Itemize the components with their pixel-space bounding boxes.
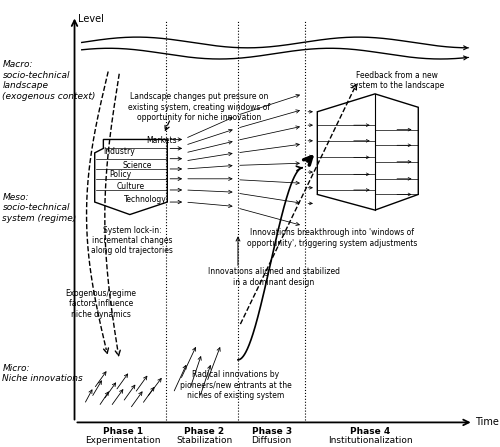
Text: Phase 4: Phase 4 bbox=[350, 427, 391, 436]
Text: Radical innovations by
pioneers/new entrants at the
niches of existing system: Radical innovations by pioneers/new entr… bbox=[180, 371, 292, 400]
Text: Time: Time bbox=[475, 417, 499, 427]
Text: Industry: Industry bbox=[104, 148, 135, 156]
Text: Feedback from a new
system to the landscape: Feedback from a new system to the landsc… bbox=[350, 71, 444, 90]
Text: Experimentation: Experimentation bbox=[85, 436, 160, 445]
Text: Science: Science bbox=[122, 161, 152, 170]
Text: Innovations breakthrough into 'windows of
opportunity', triggering system adjust: Innovations breakthrough into 'windows o… bbox=[246, 228, 417, 248]
Text: Institutionalization: Institutionalization bbox=[328, 436, 412, 445]
Text: Technology: Technology bbox=[124, 195, 167, 204]
Text: Macro:
socio-technical
landscape
(exogenous context): Macro: socio-technical landscape (exogen… bbox=[2, 60, 96, 101]
Text: Stabilization: Stabilization bbox=[176, 436, 233, 445]
Text: Phase 2: Phase 2 bbox=[184, 427, 224, 436]
Text: Level: Level bbox=[78, 14, 104, 24]
Text: Phase 3: Phase 3 bbox=[252, 427, 292, 436]
Text: Meso:
socio-technical
system (regime): Meso: socio-technical system (regime) bbox=[2, 193, 76, 223]
Text: Micro:
Niche innovations: Micro: Niche innovations bbox=[2, 363, 83, 383]
Text: Diffusion: Diffusion bbox=[252, 436, 292, 445]
Text: Innovations aligned and stabilized
in a dominant design: Innovations aligned and stabilized in a … bbox=[208, 267, 340, 287]
Text: Phase 1: Phase 1 bbox=[102, 427, 142, 436]
Text: Landscape changes put pressure on
existing system, creating windows of
opportuni: Landscape changes put pressure on existi… bbox=[128, 93, 270, 122]
Text: Policy: Policy bbox=[110, 170, 132, 179]
Text: System lock-in:
incremental changes
along old trajectories: System lock-in: incremental changes alon… bbox=[92, 226, 173, 255]
Text: Exogenous/regime
factors influence
niche dynamics: Exogenous/regime factors influence niche… bbox=[66, 289, 136, 319]
Text: Culture: Culture bbox=[116, 182, 144, 191]
Text: Markets: Markets bbox=[146, 136, 178, 145]
